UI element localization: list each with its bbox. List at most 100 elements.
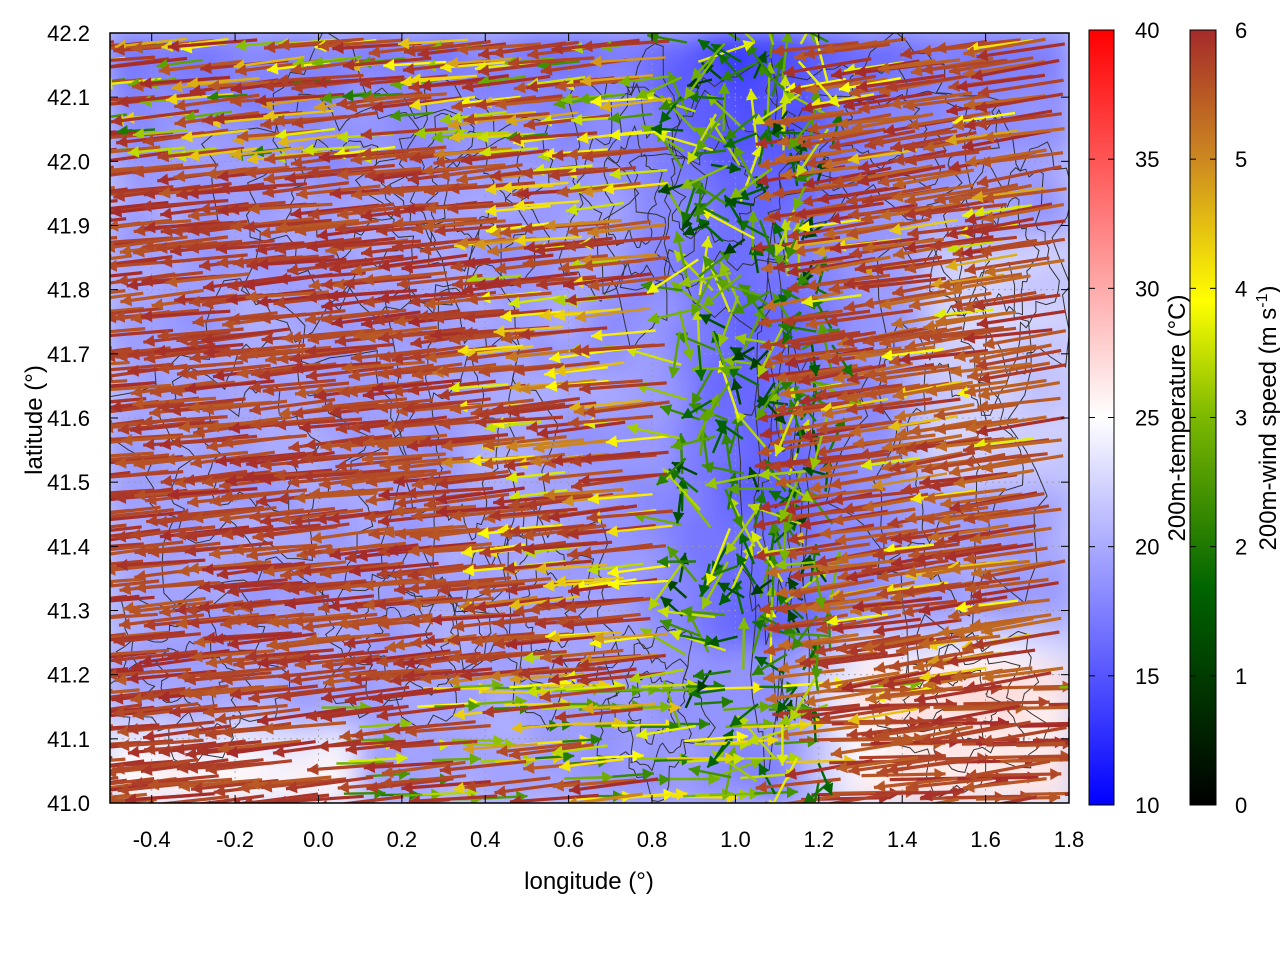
wind-arrow-shaft — [110, 559, 112, 563]
wind-arrow-shaft — [110, 582, 114, 586]
wind-arrow-head — [56, 765, 68, 777]
wind-arrow-shaft — [110, 756, 113, 760]
temperature-cell — [608, 461, 634, 488]
temperature-cell — [733, 597, 759, 624]
wind-arrow-head — [58, 579, 69, 591]
wind-arrow-head — [88, 384, 99, 396]
wind-arrow-shaft — [110, 634, 116, 638]
wind-arrow-head — [98, 691, 110, 703]
wind-arrow — [28, 582, 114, 597]
temperature-cell — [650, 733, 675, 760]
temperature-cell — [1046, 461, 1069, 488]
temperature-cell — [670, 33, 696, 58]
wind-arrow-head — [31, 636, 43, 648]
wind-arrow-head — [1073, 754, 1084, 766]
wind-arrow — [31, 634, 116, 648]
wind-arrow — [24, 756, 113, 772]
wind-arrow-head — [56, 690, 67, 702]
temperature-cell — [733, 438, 759, 466]
wind-arrow-head — [52, 383, 63, 395]
wind-arrow-head — [97, 434, 108, 446]
temperature-cell — [733, 257, 759, 285]
wind-arrow-head — [94, 783, 106, 795]
wind-arrow-head — [110, 540, 111, 546]
temperature-cell — [629, 529, 654, 556]
wind-arrow-shaft — [110, 688, 113, 693]
wind-arrow-head — [85, 649, 96, 661]
wind-arrow-shaft — [859, 754, 946, 760]
wind-arrow-head — [110, 789, 111, 796]
wind-arrow-head — [28, 695, 40, 707]
wind-arrow-shaft — [931, 737, 1020, 743]
wind-arrow-head — [1126, 697, 1137, 709]
wind-arrow-head — [32, 778, 44, 790]
temperature-cell — [149, 98, 175, 126]
wind-arrow-head — [86, 563, 98, 575]
wind-arrow — [30, 492, 119, 509]
wind-arrow-head — [57, 562, 68, 574]
wind-arrow-head — [93, 694, 105, 706]
wind-arrow-head — [1118, 736, 1129, 748]
wind-arrow-head — [84, 456, 96, 468]
wind-arrow-head — [24, 529, 35, 541]
wind-arrow-head — [28, 585, 40, 597]
wind-arrow-head — [30, 497, 42, 509]
temperature-cell — [483, 710, 509, 737]
wind-arrow-head — [98, 406, 110, 418]
wind-arrow-head — [1073, 701, 1084, 713]
wind-arrow-head — [85, 761, 97, 773]
wind-arrow-head — [86, 633, 98, 645]
wind-arrow-head — [43, 512, 55, 524]
wind-arrow-head — [28, 725, 40, 737]
wind-arrow-head — [98, 544, 110, 556]
temperature-cell — [504, 710, 529, 737]
temperature-cell — [337, 483, 363, 511]
wind-arrow-head — [110, 421, 114, 434]
wind-arrow-head — [76, 510, 88, 522]
wind-arrow-head — [74, 583, 86, 595]
temperature-cell — [608, 53, 634, 81]
wind-arrow-head — [29, 796, 41, 808]
wind-arrow-shaft — [1044, 741, 1069, 746]
wind-arrow-head — [24, 760, 35, 772]
temperature-cell — [691, 529, 717, 556]
wind-arrow-shaft — [948, 775, 1039, 781]
wind-arrow-head — [70, 452, 81, 464]
wind-arrow-head — [96, 457, 108, 469]
wind-arrow-head — [45, 708, 56, 720]
temperature-cell — [170, 574, 196, 602]
wind-arrow-head — [877, 807, 889, 819]
temperature-cell — [670, 506, 696, 534]
wind-arrow-head — [110, 503, 111, 506]
wind-arrow — [22, 559, 112, 576]
plot-area — [22, 33, 1155, 819]
wind-arrow-head — [97, 634, 109, 646]
wind-arrow-head — [84, 712, 96, 724]
wind-arrow-shaft — [110, 776, 119, 781]
wind-arrow-head — [41, 759, 52, 771]
wind-arrow-head — [22, 564, 34, 576]
wind-arrow-shaft — [110, 492, 119, 497]
wind-arrow — [28, 688, 113, 707]
temperature-cell — [1046, 642, 1069, 670]
temperature-cell — [608, 348, 634, 375]
wind-arrow-shaft — [861, 772, 946, 778]
temperature-cell — [1046, 687, 1069, 715]
wind-arrow-head — [1134, 752, 1145, 764]
wind-arrow-shaft — [963, 700, 1050, 706]
wind-arrow-head — [88, 512, 100, 524]
temperature-cell — [462, 733, 488, 760]
wind-arrow-head — [1068, 717, 1069, 730]
wind-arrow — [32, 776, 119, 790]
temperature-cell — [650, 483, 675, 511]
wind-arrow-head — [89, 406, 101, 418]
wind-arrow-head — [56, 457, 67, 469]
wind-arrow-head — [98, 514, 110, 526]
wind-arrow-head — [1144, 735, 1155, 747]
wind-arrow-head — [808, 806, 820, 818]
wind-arrow-head — [65, 710, 77, 722]
temperature-cell — [629, 189, 654, 217]
temperature-cell — [1046, 302, 1069, 330]
temperature-cell — [670, 370, 696, 398]
